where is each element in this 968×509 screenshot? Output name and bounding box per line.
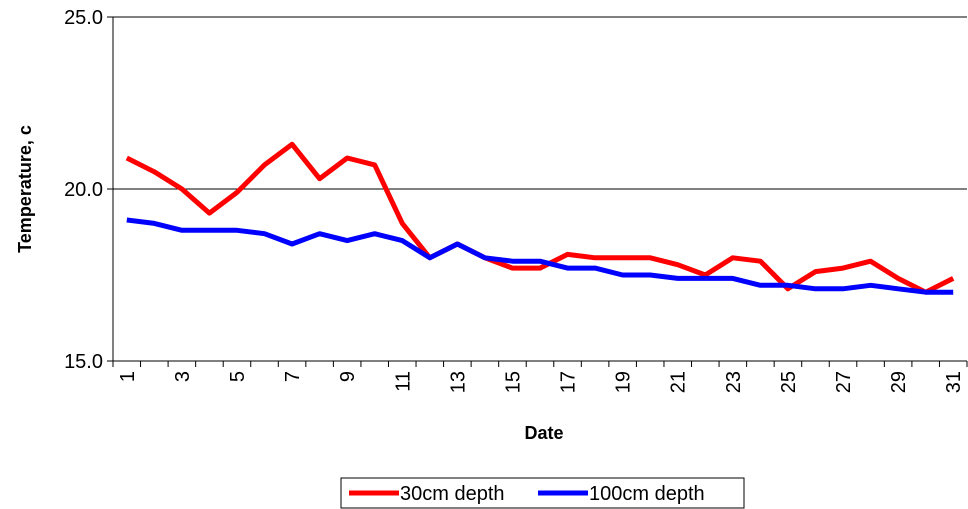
x-tick-label: 7 [282, 371, 304, 382]
series-lines [125, 141, 955, 295]
x-tick-label: 13 [447, 371, 469, 393]
x-tick-label: 11 [392, 371, 414, 392]
x-tick-label: 21 [668, 371, 690, 393]
y-axis-title: Temperature, c [15, 125, 35, 253]
y-tick-label: 20.0 [64, 179, 103, 201]
x-tick-label: 23 [723, 371, 745, 393]
series-line-30cm [125, 141, 955, 295]
x-axis-title: Date [524, 423, 563, 443]
x-tick-label: 17 [558, 371, 580, 393]
x-tick-label: 1 [117, 371, 139, 382]
y-ticks: 15.0 20.0 25.0 [64, 7, 113, 373]
y-tick-label: 15.0 [64, 351, 103, 373]
x-ticks: 1 3 5 7 9 11 13 15 17 19 21 23 25 27 29 31 [112, 361, 968, 393]
x-tick-label: 3 [172, 371, 194, 382]
x-tick-label: 25 [778, 371, 800, 393]
legend: 30cm depth 100cm depth [340, 477, 745, 509]
x-tick-label: 5 [227, 371, 249, 382]
legend-label-30cm: 30cm depth [400, 483, 505, 505]
legend-label-100cm: 100cm depth [589, 483, 705, 505]
x-tick-label: 9 [337, 371, 359, 382]
y-tick-label: 25.0 [64, 7, 103, 29]
x-tick-label: 27 [833, 371, 855, 393]
series-line-100cm [126, 217, 954, 295]
x-tick-label: 19 [613, 371, 635, 393]
x-tick-label: 31 [943, 371, 965, 393]
x-tick-label: 29 [888, 371, 910, 393]
gridlines [113, 16, 967, 190]
x-tick-label: 15 [502, 371, 524, 393]
